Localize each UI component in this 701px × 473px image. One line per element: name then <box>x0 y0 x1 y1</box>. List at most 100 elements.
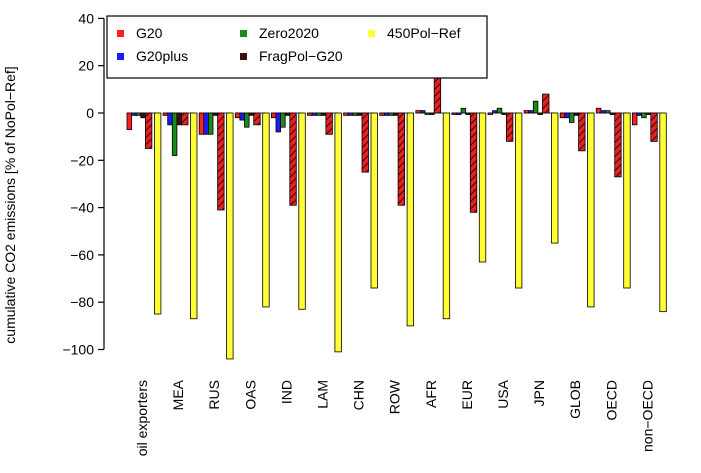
bar-fragpol-g20-hatched <box>397 112 406 206</box>
x-tick-label: non−OECD <box>639 380 655 452</box>
bar-zero2020 <box>135 112 142 116</box>
bar-450pol-ref <box>623 112 631 289</box>
legend-label: 450Pol−Ref <box>387 25 461 41</box>
bar-450pol-ref <box>370 112 378 289</box>
x-tick-label: ROW <box>387 379 403 414</box>
x-tick-label: LAM <box>315 380 331 409</box>
bar-450pol-ref <box>551 112 559 244</box>
bar-450pol-ref <box>226 112 234 360</box>
x-tick-label: OAS <box>242 380 258 410</box>
bar-fragpol-g20-hatched <box>325 112 333 135</box>
bar-g20plus <box>636 112 642 116</box>
bar-zero2020 <box>171 112 178 156</box>
bar-zero2020 <box>244 112 250 128</box>
bar-450pol-ref <box>587 112 595 308</box>
x-tick-label: GLOB <box>567 380 583 419</box>
bar-g20 <box>415 110 421 114</box>
bar-g20plus <box>419 110 426 114</box>
bar-450pol-ref <box>153 112 162 315</box>
bar-450pol-ref <box>262 112 270 308</box>
x-tick-label: IND <box>278 380 294 404</box>
bar-fragpol-g20-hatched <box>289 112 297 206</box>
bar-g20plus <box>167 112 173 126</box>
bar-zero2020 <box>496 107 503 114</box>
bar-fragpol-g20-hatched <box>614 112 622 178</box>
x-tick-label: JPN <box>531 380 547 406</box>
bar-g20plus <box>311 112 318 116</box>
bar-fragpol-g20 <box>356 112 363 116</box>
bar-g20plus <box>528 110 534 114</box>
bar-g20plus <box>456 112 462 115</box>
bar-fragpol-g20 <box>645 112 652 115</box>
bar-g20 <box>343 112 349 116</box>
bar-fragpol-g20 <box>573 112 579 116</box>
bar-zero2020 <box>316 112 322 116</box>
bars <box>126 74 667 360</box>
bar-g20plus <box>347 112 354 116</box>
legend-label: Zero2020 <box>259 25 319 41</box>
bar-g20plus <box>383 112 390 116</box>
bar-fragpol-g20-hatched <box>578 112 586 152</box>
bar-fragpol-g20-hatched <box>144 112 153 149</box>
bar-g20plus <box>564 112 570 119</box>
bar-g20 <box>595 107 602 114</box>
x-tick-label: RUS <box>206 380 222 410</box>
legend-swatch <box>368 30 375 37</box>
y-tick-label: −20 <box>70 152 94 168</box>
legend-label: FragPol−G20 <box>259 48 343 64</box>
y-tick-label: −40 <box>70 200 94 216</box>
x-tick-label: MEA <box>170 379 186 410</box>
bar-g20 <box>126 112 132 130</box>
bar-g20plus <box>492 110 498 114</box>
bar-fragpol-g20-hatched <box>181 112 189 126</box>
legend-swatch <box>117 53 124 60</box>
legend-label: G20plus <box>136 48 188 64</box>
bar-fragpol-g20-hatched <box>433 74 442 114</box>
y-tick-label: 40 <box>78 10 94 26</box>
y-tick-label: −60 <box>70 247 94 263</box>
bar-zero2020 <box>280 112 286 128</box>
y-axis-title: cumulative CO2 emissions [% of NoPol−Ref… <box>2 66 18 343</box>
y-tick-label: 20 <box>78 58 94 74</box>
bar-fragpol-g20 <box>465 112 471 115</box>
x-tick-label: EUR <box>459 380 475 410</box>
bar-zero2020 <box>605 110 611 114</box>
y-tick-label: −80 <box>70 294 94 310</box>
bar-fragpol-g20 <box>140 112 146 119</box>
y-axis: 40 20 0 −20 −40 −60 −80 −100 <box>62 10 105 358</box>
bar-zero2020 <box>207 112 214 135</box>
bar-g20plus <box>131 112 137 116</box>
bar-450pol-ref <box>478 112 487 263</box>
bar-fragpol-g20 <box>429 112 435 115</box>
bar-zero2020 <box>388 112 394 116</box>
x-tick-label: oil exporters <box>134 380 150 456</box>
bar-fragpol-g20 <box>248 112 255 116</box>
bar-zero2020 <box>569 112 575 123</box>
bar-fragpol-g20-hatched <box>253 112 261 126</box>
bar-g20 <box>523 110 530 114</box>
bar-450pol-ref <box>406 112 415 327</box>
bar-450pol-ref <box>442 112 451 320</box>
bar-fragpol-g20 <box>609 112 616 115</box>
bar-zero2020 <box>641 112 647 119</box>
x-tick-label: OECD <box>603 380 619 420</box>
y-tick-label: −100 <box>62 342 94 358</box>
legend-box <box>106 15 488 79</box>
bar-fragpol-g20 <box>212 112 218 116</box>
bar-g20 <box>198 112 205 135</box>
bar-450pol-ref <box>659 112 667 313</box>
y-tick-label: 0 <box>86 105 94 121</box>
bar-g20plus <box>239 112 245 121</box>
bar-zero2020 <box>532 100 539 114</box>
x-tick-label: AFR <box>423 380 439 408</box>
bar-g20 <box>379 112 385 116</box>
x-tick-label: CHN <box>351 380 367 410</box>
bar-fragpol-g20-hatched <box>542 93 550 114</box>
bar-fragpol-g20 <box>320 112 327 116</box>
legend-swatch <box>117 30 124 37</box>
bar-zero2020 <box>424 112 430 115</box>
bar-450pol-ref <box>515 112 523 289</box>
bar-fragpol-g20 <box>501 112 507 115</box>
bar-g20 <box>451 112 457 115</box>
